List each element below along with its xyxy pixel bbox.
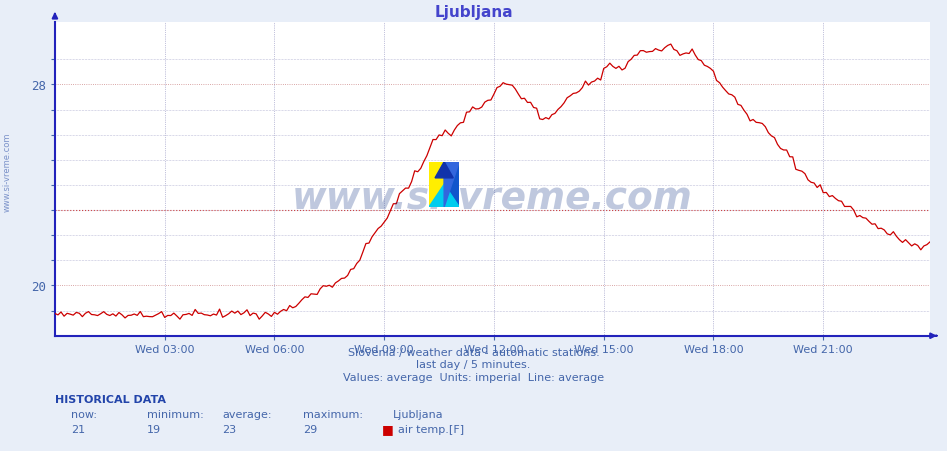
Text: ■: ■	[382, 422, 393, 435]
Text: Ljubljana: Ljubljana	[434, 5, 513, 20]
Text: 29: 29	[303, 424, 317, 434]
Text: minimum:: minimum:	[147, 409, 204, 419]
Polygon shape	[435, 162, 454, 179]
Text: 23: 23	[223, 424, 237, 434]
Polygon shape	[444, 162, 459, 207]
Text: 19: 19	[147, 424, 161, 434]
Text: last day / 5 minutes.: last day / 5 minutes.	[417, 359, 530, 369]
Text: now:: now:	[71, 409, 97, 419]
Text: Values: average  Units: imperial  Line: average: Values: average Units: imperial Line: av…	[343, 372, 604, 382]
Text: www.si-vreme.com: www.si-vreme.com	[3, 132, 12, 211]
Text: 21: 21	[71, 424, 85, 434]
Polygon shape	[444, 162, 459, 207]
Text: average:: average:	[223, 409, 272, 419]
Text: air temp.[F]: air temp.[F]	[398, 424, 464, 434]
Text: maximum:: maximum:	[303, 409, 363, 419]
Text: HISTORICAL DATA: HISTORICAL DATA	[55, 394, 166, 404]
Polygon shape	[429, 185, 459, 207]
Polygon shape	[429, 162, 444, 207]
Text: Ljubljana: Ljubljana	[393, 409, 443, 419]
Text: Slovenia / weather data - automatic stations.: Slovenia / weather data - automatic stat…	[348, 347, 599, 357]
Text: www.si-vreme.com: www.si-vreme.com	[292, 180, 693, 216]
